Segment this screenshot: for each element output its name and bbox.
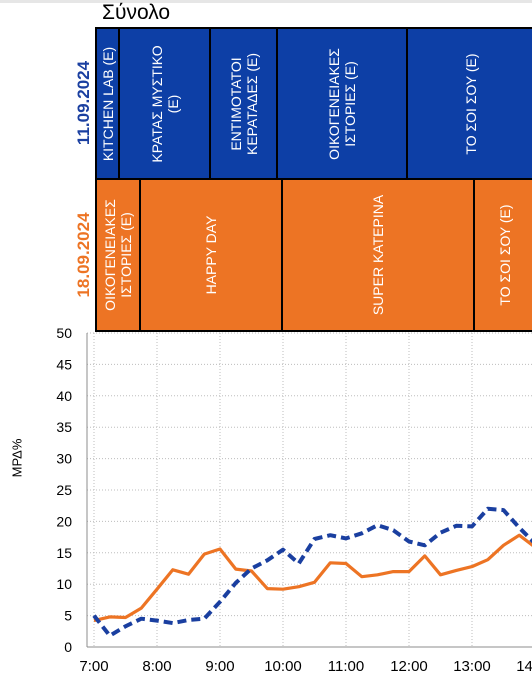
y-tick-label: 40 [56,388,72,404]
x-tick-label: 12:00 [390,658,428,675]
program-cell: ΟΙΚΟΓΕΝΕΙΑΚΕΣ ΙΣΤΟΡΙΕΣ (E) [276,29,406,178]
y-tick-label: 0 [64,639,72,655]
y-tick-label: 35 [56,419,72,435]
program-cell: ΤΟ ΣΟΙ ΣΟΥ (E) [406,29,532,178]
x-tick-label: 7:00 [79,658,108,675]
y-tick-label: 25 [56,482,72,498]
x-tick-label: 13:00 [453,658,491,675]
program-cell: ΤΟ ΣΟΙ ΣΟΥ (E) [473,180,532,330]
top-border [0,0,532,3]
y-tick-label: 10 [56,576,72,592]
x-tick-label: 10:00 [264,658,302,675]
x-tick-label: 8:00 [142,658,171,675]
chart-title: Σύνολο [102,1,171,24]
x-tick-label: 9:00 [205,658,234,675]
series-line-week1 [92,506,532,638]
y-tick-label: 50 [56,325,72,341]
x-tick-label: 11:00 [328,658,364,675]
program-cell: HAPPY DAY [139,180,281,330]
program-cell: ΟΙΚΟΓΕΝΕΙΑΚΕΣ ΙΣΤΟΡΙΕΣ (E) [97,180,139,330]
program-cell: SUPER ΚΑΤΕΡΙΝΑ [281,180,473,330]
y-tick-label: 20 [56,513,72,529]
x-tick-label: 14:00 [516,658,532,675]
y-tick-label: 30 [56,451,72,467]
series-line-week2 [93,533,532,623]
program-cell: KITCHEN LAB (E) [97,29,118,178]
schedule-band-week2: ΟΙΚΟΓΕΝΕΙΑΚΕΣ ΙΣΤΟΡΙΕΣ (E) HAPPY DAY SUP… [95,178,532,332]
y-tick-label: 5 [64,608,72,624]
y-tick-label: 15 [56,545,72,561]
program-cell: ΕΝΤΙΜΟΤΑΤΟΙ ΚΕΡΑΤΑΔΕΣ (E) [209,29,276,178]
schedule-band-week1: KITCHEN LAB (E) ΚΡΑΤΑΣ ΜΥΣΤΙΚΟ (E) ΕΝΤΙΜ… [95,27,532,180]
program-cell: ΚΡΑΤΑΣ ΜΥΣΤΙΚΟ (E) [118,29,209,178]
y-tick-label: 45 [56,356,72,372]
